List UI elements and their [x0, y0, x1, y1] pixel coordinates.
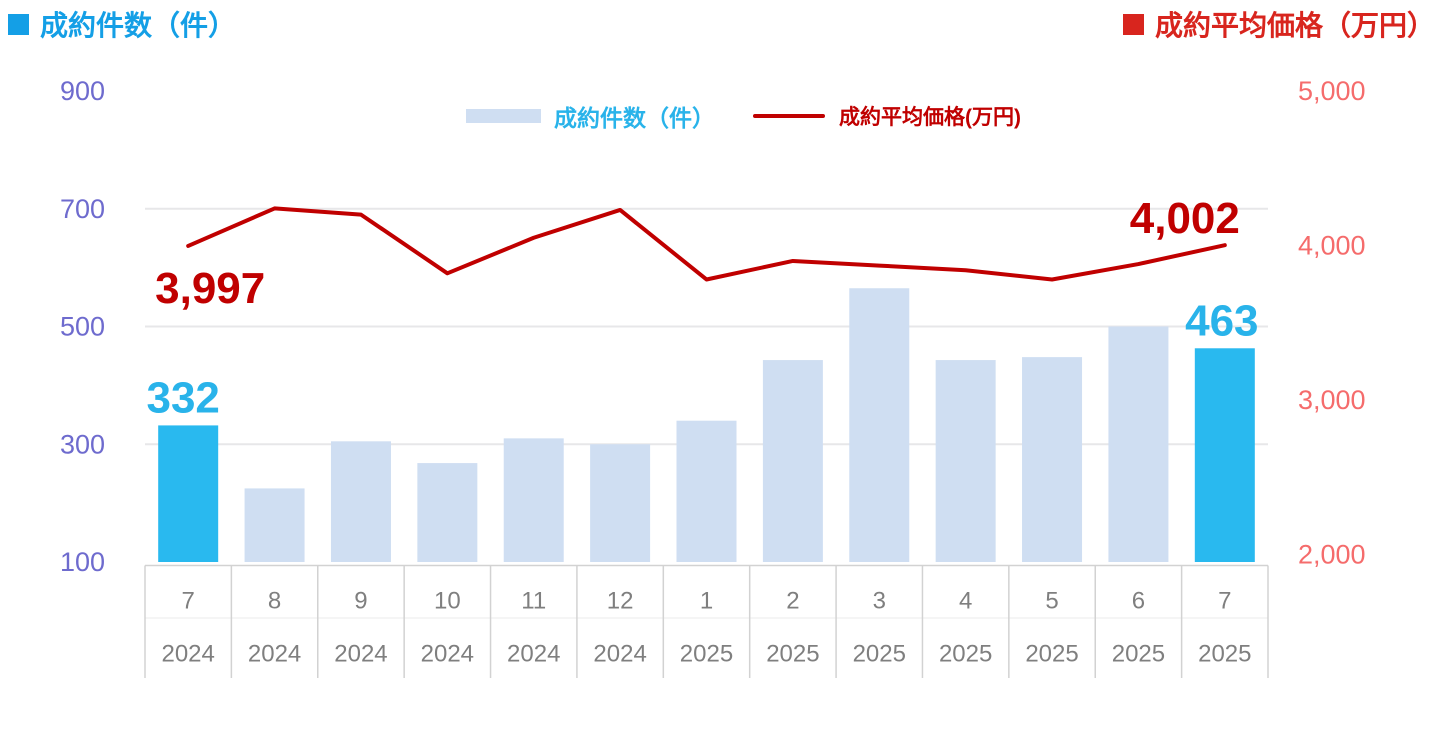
bar-2-2025: [762, 360, 823, 562]
x-axis-year-label: 2025: [1198, 641, 1251, 668]
bar-8-2024: [244, 488, 305, 562]
bar-7-2025: [1194, 348, 1255, 562]
left-axis-tick: 100: [60, 547, 105, 577]
legend-bar-label: 成約件数（件）: [554, 105, 715, 131]
bar-5-2025: [1022, 357, 1083, 562]
right-axis-tick: 5,000: [1298, 76, 1366, 106]
bar-11-2024: [503, 438, 564, 562]
x-axis-month-label: 11: [521, 588, 546, 615]
x-axis-year-label: 2025: [766, 641, 819, 668]
x-axis-month-label: 8: [268, 588, 281, 615]
line-series-sample-icon: [753, 114, 825, 118]
left-axis-tick: 700: [60, 194, 105, 224]
x-axis-month-label: 3: [873, 588, 886, 615]
left-axis-title: 成約件数（件）: [8, 4, 236, 44]
legend-line-label: 成約平均価格(万円): [839, 106, 1021, 129]
bar-data-label-332: 332: [146, 373, 219, 422]
x-axis-month-label: 2: [786, 588, 799, 615]
bar-series-swatch-icon: [466, 109, 541, 123]
x-axis-month-label: 10: [434, 588, 461, 615]
x-axis-year-label: 2025: [939, 641, 992, 668]
x-axis-month-label: 5: [1045, 588, 1058, 615]
left-axis-tick: 500: [60, 312, 105, 342]
bar-6-2025: [1108, 326, 1169, 562]
right-axis-title: 成約平均価格（万円）: [1122, 4, 1435, 44]
left-axis-tick: 300: [60, 429, 105, 459]
bar-1-2025: [676, 420, 737, 562]
bar-10-2024: [417, 463, 478, 562]
line-data-label-4,002: 4,002: [1130, 194, 1240, 243]
x-axis-year-label: 2024: [248, 641, 301, 668]
left-axis-tick: 900: [60, 76, 105, 106]
x-axis-year-label: 2025: [1025, 641, 1078, 668]
right-axis-title-text: 成約平均価格（万円）: [1154, 10, 1435, 41]
right-axis-tick: 4,000: [1298, 231, 1366, 261]
bar-3-2025: [849, 288, 910, 562]
x-axis-month-label: 7: [1218, 588, 1231, 615]
bar-12-2024: [590, 444, 651, 562]
x-axis-year-label: 2024: [507, 641, 560, 668]
x-axis-month-label: 7: [182, 588, 195, 615]
x-axis-month-label: 9: [354, 588, 367, 615]
right-axis-tick: 3,000: [1298, 385, 1366, 415]
price-line: [186, 206, 1227, 282]
x-axis-year-label: 2025: [853, 641, 906, 668]
bar-7-2024: [158, 425, 219, 562]
x-axis-month-label: 4: [959, 588, 972, 615]
x-axis-month-label: 6: [1132, 588, 1145, 615]
left-axis-title-text: 成約件数（件）: [40, 10, 237, 41]
x-axis-year-label: 2025: [1112, 641, 1165, 668]
right-axis-tick: 2,000: [1298, 540, 1366, 570]
x-axis-month-label: 12: [607, 588, 634, 615]
x-axis-year-label: 2024: [161, 641, 214, 668]
blue-square-icon: [8, 13, 29, 35]
bar-data-label-463: 463: [1185, 296, 1258, 345]
red-square-icon: [1122, 13, 1144, 35]
x-axis-year-label: 2024: [421, 641, 474, 668]
line-data-label-3,997: 3,997: [155, 264, 265, 313]
x-axis-year-label: 2025: [680, 641, 733, 668]
bar-9-2024: [330, 441, 391, 562]
bar-4-2025: [935, 360, 996, 562]
x-axis-month-label: 1: [700, 588, 713, 615]
legend: 成約件数（件） 成約平均価格(万円): [466, 99, 1021, 133]
x-axis-year-label: 2024: [334, 641, 387, 668]
x-axis-year-label: 2024: [593, 641, 646, 668]
